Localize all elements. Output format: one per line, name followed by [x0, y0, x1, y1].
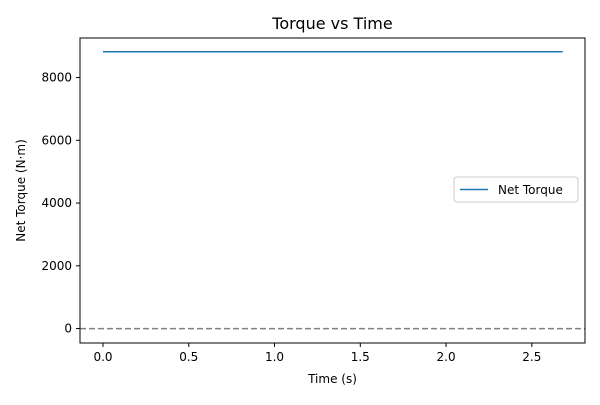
y-tick-label: 8000 [41, 71, 72, 85]
y-tick-label: 2000 [41, 259, 72, 273]
x-tick-label: 1.0 [265, 350, 284, 364]
axes-frame [79, 37, 586, 344]
x-tick-label: 2.5 [522, 350, 541, 364]
plot-area [80, 51, 585, 330]
x-axis-label: Time (s) [307, 372, 357, 386]
x-tick-label: 2.0 [437, 350, 456, 364]
legend: Net Torque [453, 176, 579, 203]
y-axis: 0 2000 4000 6000 8000 [41, 71, 80, 336]
y-axis-label: Net Torque (N·m) [14, 139, 28, 242]
legend-box [453, 176, 579, 203]
x-tick-label: 1.5 [351, 350, 370, 364]
x-tick-label: 0.0 [93, 350, 112, 364]
y-tick-label: 6000 [41, 133, 72, 147]
y-tick-label: 0 [64, 322, 72, 336]
x-axis: 0.0 0.5 1.0 1.5 2.0 2.5 [93, 343, 541, 364]
chart-title: Torque vs Time [271, 14, 392, 33]
x-tick-label: 0.5 [179, 350, 198, 364]
y-tick-label: 4000 [41, 196, 72, 210]
legend-label-net-torque: Net Torque [498, 183, 563, 197]
